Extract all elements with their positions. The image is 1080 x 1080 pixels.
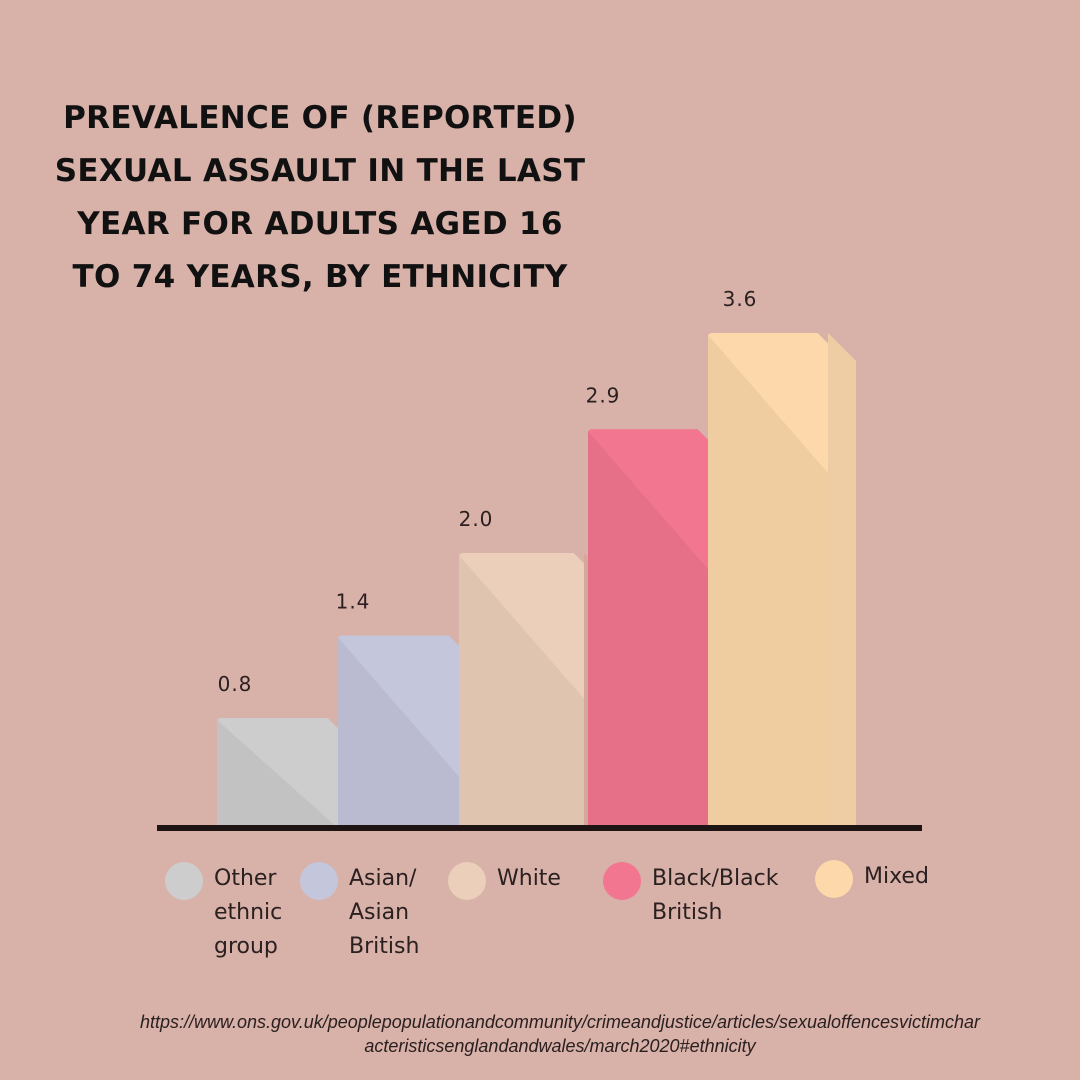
bar-value-label: 1.4 bbox=[336, 590, 371, 614]
legend-label: Mixed bbox=[864, 860, 929, 894]
legend-label-line: British bbox=[652, 900, 723, 925]
legend-label-line: Mixed bbox=[864, 864, 929, 889]
legend-item-other: Other ethnic group bbox=[165, 862, 282, 964]
bar-shadow bbox=[708, 335, 828, 828]
bar-value-label: 0.8 bbox=[218, 672, 253, 696]
chart-title-line: SEXUAL ASSAULT IN THE LAST bbox=[54, 153, 586, 189]
legend-item-white: White bbox=[448, 862, 561, 900]
legend-label-line: Asian/ bbox=[349, 866, 417, 891]
bar-shadow bbox=[459, 555, 584, 828]
legend-swatch bbox=[165, 862, 203, 900]
legend-label-line: group bbox=[214, 934, 278, 959]
source-line: acteristicsenglandandwales/march2020#eth… bbox=[364, 1036, 756, 1056]
bar-value-label: 3.6 bbox=[723, 287, 758, 311]
x-axis-baseline bbox=[157, 825, 922, 831]
chart-title-line: YEAR FOR ADULTS AGED 16 bbox=[77, 206, 563, 242]
bar bbox=[459, 553, 584, 828]
legend-label: White bbox=[497, 862, 561, 896]
legend-swatch bbox=[300, 862, 338, 900]
bar bbox=[338, 635, 459, 828]
bar-value-label: 2.0 bbox=[459, 507, 494, 531]
legend-label-line: British bbox=[349, 934, 420, 959]
source-citation: https://www.ons.gov.uk/peoplepopulationa… bbox=[60, 1010, 1060, 1058]
legend-label: Asian/ Asian British bbox=[349, 862, 419, 964]
source-line: https://www.ons.gov.uk/peoplepopulationa… bbox=[139, 1012, 981, 1032]
bar bbox=[708, 333, 828, 828]
chart-title-line: TO 74 YEARS, BY ETHNICITY bbox=[72, 259, 568, 295]
bar-shadow bbox=[588, 431, 708, 828]
legend-item-asian: Asian/ Asian British bbox=[300, 862, 419, 964]
legend-label-line: White bbox=[497, 866, 561, 891]
chart-title-line: PREVALENCE OF (REPORTED) bbox=[63, 100, 577, 136]
bar-shadow bbox=[338, 637, 459, 828]
legend-label-line: Asian bbox=[349, 900, 410, 925]
chart-title: PREVALENCE OF (REPORTED) SEXUAL ASSAULT … bbox=[40, 92, 600, 304]
legend-swatch bbox=[603, 862, 641, 900]
bar-shadow bbox=[217, 720, 338, 828]
legend-item-mixed: Mixed bbox=[815, 860, 929, 898]
legend-label: Black/Black British bbox=[652, 862, 778, 930]
legend-label-line: Black/Black bbox=[652, 866, 779, 891]
bar bbox=[588, 429, 708, 828]
bar-value-label: 2.9 bbox=[586, 383, 621, 407]
legend-swatch bbox=[815, 860, 853, 898]
legend-swatch bbox=[448, 862, 486, 900]
legend-item-black: Black/Black British bbox=[603, 862, 778, 930]
legend-label-line: ethnic bbox=[214, 900, 283, 925]
bar-side bbox=[828, 333, 856, 828]
legend-label-line: Other bbox=[214, 866, 277, 891]
bar bbox=[217, 718, 338, 828]
legend-label: Other ethnic group bbox=[214, 862, 282, 964]
